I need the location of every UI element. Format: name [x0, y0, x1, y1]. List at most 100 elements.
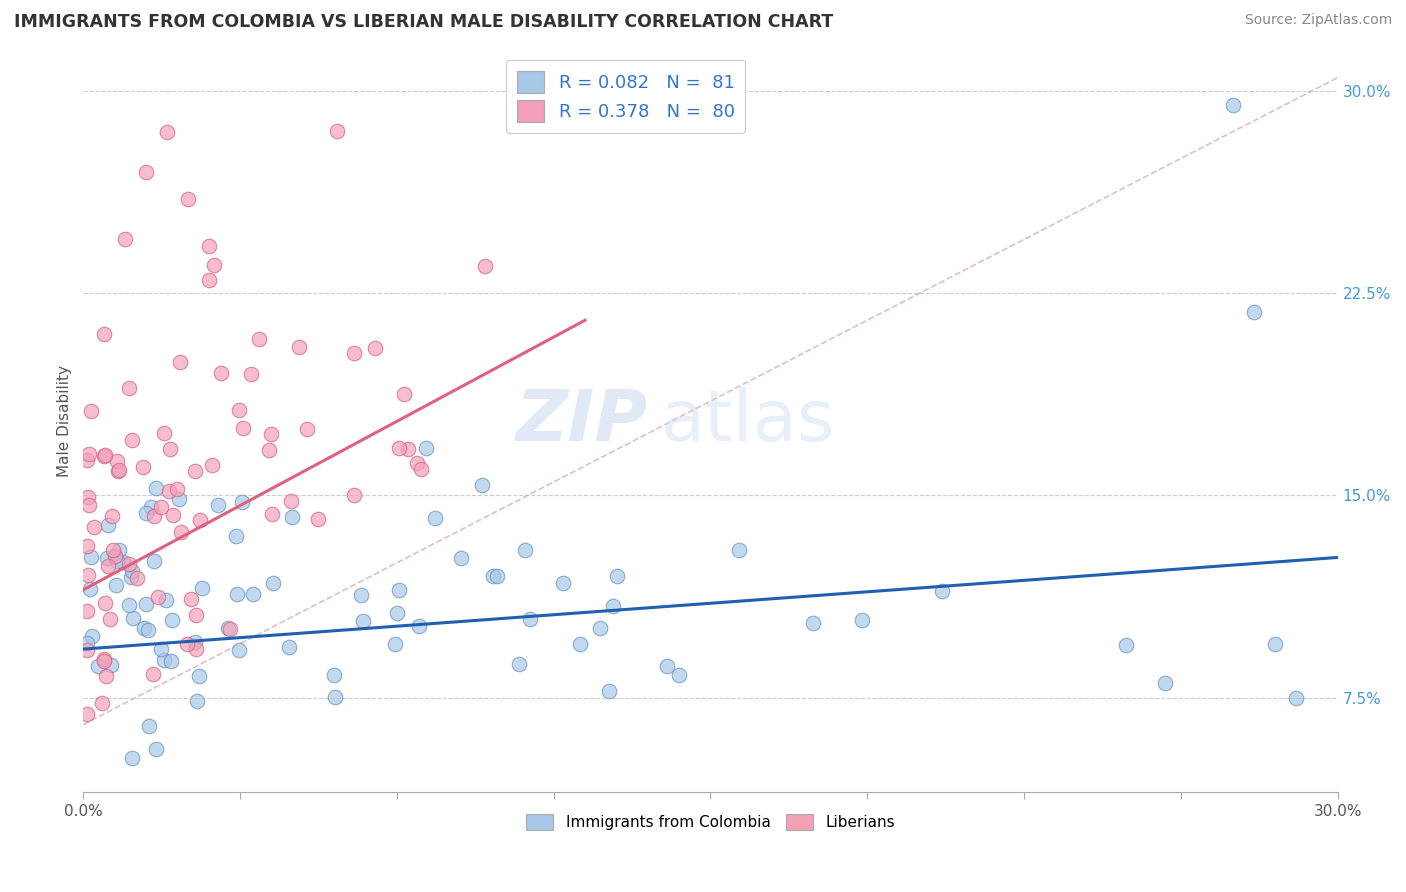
Point — [260, 508, 283, 522]
Point — [149, 500, 172, 514]
Point — [121, 433, 143, 447]
Point — [188, 513, 211, 527]
Point — [104, 549, 127, 563]
Text: Source: ZipAtlas.com: Source: ZipAtlas.com — [1244, 13, 1392, 28]
Point — [136, 624, 159, 638]
Point — [80, 404, 103, 418]
Point — [90, 696, 112, 710]
Point — [191, 581, 214, 595]
Point — [79, 582, 101, 597]
Point — [142, 554, 165, 568]
Point — [184, 641, 207, 656]
Point — [104, 578, 127, 592]
Point — [184, 634, 207, 648]
Point — [202, 258, 225, 272]
Point — [323, 667, 346, 681]
Point — [94, 669, 117, 683]
Text: atlas: atlas — [661, 387, 835, 456]
Point — [657, 658, 679, 673]
Point — [160, 613, 183, 627]
Point — [108, 543, 131, 558]
Point — [100, 657, 122, 672]
Point — [385, 606, 408, 620]
Point — [135, 165, 157, 179]
Point — [149, 641, 172, 656]
Point — [1264, 637, 1286, 651]
Point — [187, 669, 209, 683]
Point — [155, 593, 177, 607]
Point — [132, 621, 155, 635]
Point — [105, 553, 128, 567]
Point — [218, 623, 240, 637]
Point — [486, 569, 509, 583]
Point — [343, 488, 366, 502]
Point — [728, 542, 751, 557]
Point — [1153, 676, 1175, 690]
Point — [388, 583, 411, 598]
Point — [76, 604, 98, 618]
Point — [98, 612, 121, 626]
Point — [139, 500, 162, 514]
Point — [138, 719, 160, 733]
Point — [388, 441, 411, 455]
Point — [288, 340, 311, 354]
Point — [186, 694, 208, 708]
Point — [364, 341, 387, 355]
Point — [118, 558, 141, 572]
Point — [97, 518, 120, 533]
Point — [121, 564, 143, 578]
Point — [76, 636, 98, 650]
Point — [120, 570, 142, 584]
Point — [242, 587, 264, 601]
Point — [225, 587, 247, 601]
Point — [197, 273, 219, 287]
Point — [97, 559, 120, 574]
Text: ZIP: ZIP — [516, 387, 648, 456]
Point — [551, 576, 574, 591]
Point — [297, 422, 319, 436]
Point — [77, 498, 100, 512]
Point — [186, 607, 208, 622]
Point — [606, 569, 628, 583]
Point — [569, 636, 592, 650]
Point — [180, 591, 202, 606]
Point — [1285, 690, 1308, 705]
Point — [228, 403, 250, 417]
Point — [76, 706, 98, 721]
Point — [602, 599, 624, 614]
Point — [247, 332, 270, 346]
Point — [101, 509, 124, 524]
Point — [409, 461, 432, 475]
Point — [519, 612, 541, 626]
Point — [326, 124, 349, 138]
Point — [169, 355, 191, 369]
Point — [145, 741, 167, 756]
Point — [83, 520, 105, 534]
Point — [125, 571, 148, 585]
Point — [159, 442, 181, 456]
Point — [474, 259, 496, 273]
Point — [406, 456, 429, 470]
Point — [482, 569, 505, 583]
Point — [176, 637, 198, 651]
Point — [93, 652, 115, 666]
Point — [146, 591, 169, 605]
Point — [162, 508, 184, 523]
Point — [280, 494, 302, 508]
Point — [281, 510, 304, 524]
Point — [384, 637, 406, 651]
Legend: Immigrants from Colombia, Liberians: Immigrants from Colombia, Liberians — [520, 808, 901, 836]
Point — [118, 598, 141, 612]
Point — [77, 567, 100, 582]
Point — [260, 427, 283, 442]
Point — [145, 482, 167, 496]
Point — [228, 643, 250, 657]
Point — [801, 615, 824, 630]
Point — [352, 615, 374, 629]
Point — [159, 654, 181, 668]
Point — [132, 459, 155, 474]
Point — [415, 441, 437, 455]
Point — [76, 643, 98, 657]
Point — [118, 381, 141, 395]
Point — [122, 611, 145, 625]
